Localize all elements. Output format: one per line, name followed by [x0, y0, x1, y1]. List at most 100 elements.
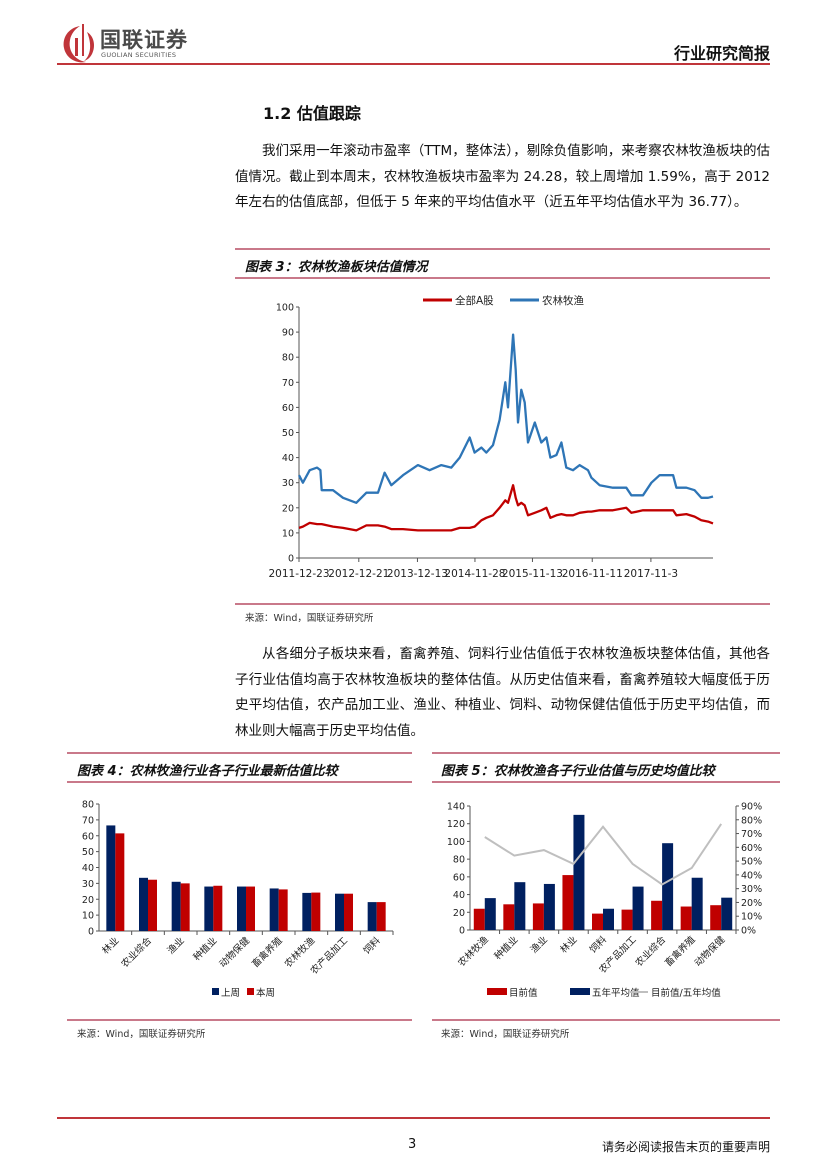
y-tick-label: 10% — [741, 912, 762, 923]
y-tick-label: 10 — [82, 911, 94, 922]
bar-本周 — [278, 889, 288, 931]
y-tick-label: 40 — [82, 863, 94, 874]
company-logo: 国联证券 GUOLIAN SECURITIES — [60, 22, 220, 64]
x-category-label: 农林牧渔 — [456, 933, 492, 969]
x-category-label: 林业 — [558, 934, 580, 956]
page-number: 3 — [408, 1137, 417, 1152]
paragraph-subsectors: 从各细分子板块来看，畜禽养殖、饲料行业估值低于农林牧渔板块整体估值，其他各子行业… — [235, 642, 770, 744]
figure-3-source: 来源：Wind，国联证券研究所 — [245, 613, 374, 624]
header-divider — [57, 63, 770, 65]
figure-4-source: 来源：Wind，国联证券研究所 — [77, 1029, 206, 1040]
legend-swatch — [212, 988, 219, 995]
x-tick-label: 2017-11-3 — [624, 568, 678, 580]
x-tick-label: 2014-11-28 — [444, 568, 505, 580]
y-tick-label: 80% — [741, 815, 762, 826]
y-tick-label: 70 — [282, 378, 294, 389]
bar-本周 — [115, 833, 125, 931]
bar-目前值 — [680, 906, 692, 930]
y-tick-label: 90 — [282, 328, 294, 339]
y-tick-label: 10 — [282, 528, 294, 539]
x-tick-label: 2016-11-11 — [562, 568, 623, 580]
x-category-label: 农业综合 — [119, 934, 155, 970]
y-tick-label: 20 — [82, 895, 94, 906]
legend-swatch — [570, 988, 590, 995]
y-tick-label: 70% — [741, 829, 762, 840]
bar-上周 — [302, 892, 312, 931]
caption-bottom-rule — [432, 781, 780, 783]
bar-五年平均值 — [603, 908, 614, 930]
series-line-0 — [298, 484, 714, 532]
source-rule — [235, 603, 770, 605]
y-tick-label: 80 — [82, 800, 94, 811]
y-tick-label: 70 — [82, 815, 94, 826]
logo-mark-icon — [63, 24, 95, 63]
x-tick-label: 2012-12-21 — [328, 568, 389, 580]
bar-上周 — [269, 888, 279, 931]
paragraph-valuation: 我们采用一年滚动市盈率（TTM，整体法），剔除负值影响，来考察农林牧渔板块的估值… — [235, 139, 770, 216]
y-tick-label: 20 — [282, 503, 294, 514]
x-category-label: 畜禽养殖 — [249, 934, 285, 970]
figure-4-caption: 图表 4：农林牧渔行业各子行业最新估值比较 — [77, 764, 338, 779]
bar-上周 — [367, 902, 377, 931]
y-tick-label: 50 — [82, 847, 94, 858]
y-tick-label: 60 — [282, 403, 294, 414]
bar-五年平均值 — [632, 886, 644, 930]
bar-本周 — [311, 892, 321, 931]
legend-label: 目前值 — [509, 987, 538, 999]
y-tick-label: 120 — [447, 819, 465, 830]
y-tick-label: 0 — [88, 927, 94, 938]
y-tick-label: 80 — [282, 353, 294, 364]
bar-上周 — [237, 886, 246, 931]
paragraph-text: 我们采用一年滚动市盈率（TTM，整体法），剔除负值影响，来考察农林牧渔板块的估值… — [235, 143, 770, 210]
y-tick-label: 0 — [288, 554, 294, 565]
bar-目前值 — [532, 903, 544, 930]
legend-swatch — [247, 988, 254, 995]
bar-五年平均值 — [691, 877, 703, 930]
bar-上周 — [335, 893, 344, 931]
source-rule — [432, 1019, 780, 1021]
bar-目前值 — [562, 875, 574, 930]
x-category-label: 饲料 — [361, 934, 383, 956]
legend-label: 全部A股 — [455, 294, 494, 307]
x-tick-label: 2013-12-13 — [387, 568, 448, 580]
legend-label: 五年平均值 — [592, 987, 640, 999]
bar-本周 — [344, 893, 353, 931]
bar-目前值 — [621, 909, 633, 930]
y-tick-label: 20% — [741, 898, 762, 909]
bar-本周 — [213, 885, 223, 931]
y-tick-label: 40 — [453, 890, 465, 901]
bar-本周 — [376, 902, 386, 931]
y-tick-label: 40% — [741, 870, 762, 881]
x-category-label: 渔业 — [529, 934, 550, 955]
figure-5-source: 来源：Wind，国联证券研究所 — [441, 1029, 570, 1040]
x-category-label: 农业综合 — [633, 933, 669, 969]
x-category-label: 畜禽养殖 — [662, 933, 698, 969]
figure-3-caption: 图表 3：农林牧渔板块估值情况 — [245, 260, 428, 275]
paragraph-text: 从各细分子板块来看，畜禽养殖、饲料行业估值低于农林牧渔板块整体估值，其他各子行业… — [235, 646, 770, 739]
y-tick-label: 60 — [453, 872, 465, 883]
bar-五年平均值 — [543, 883, 555, 930]
y-tick-label: 50 — [282, 428, 294, 439]
y-tick-label: 20 — [453, 908, 465, 919]
bar-目前值 — [651, 900, 663, 930]
x-category-label: 林业 — [100, 935, 122, 957]
bar-目前值 — [503, 904, 515, 930]
bar-五年平均值 — [484, 898, 496, 930]
x-category-label: 动物保健 — [692, 933, 728, 969]
bar-上周 — [106, 825, 116, 931]
bar-目前值 — [592, 913, 603, 930]
y-tick-label: 60% — [741, 843, 762, 854]
y-tick-label: 30 — [82, 879, 94, 890]
x-tick-label: 2011-12-23 — [268, 568, 329, 580]
y-tick-label: 0% — [741, 926, 756, 937]
y-tick-label: 100 — [447, 837, 465, 848]
figure-5-caption: 图表 5：农林牧渔各子行业估值与历史均值比较 — [441, 764, 715, 779]
bar-本周 — [180, 883, 190, 931]
bar-本周 — [148, 879, 157, 931]
bar-本周 — [246, 886, 255, 931]
bar-上周 — [139, 877, 148, 931]
source-rule — [67, 1019, 412, 1021]
bar-五年平均值 — [662, 843, 674, 930]
bar-目前值 — [710, 905, 722, 930]
